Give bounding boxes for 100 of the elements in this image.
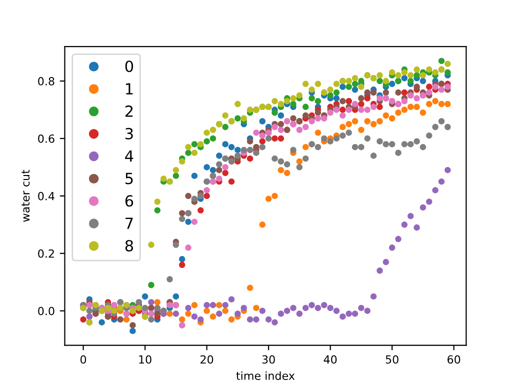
point [185,144,192,150]
legend-label: 1 [126,83,133,94]
point [148,316,154,323]
y-axis-title: water cut [22,170,30,222]
point [420,110,426,116]
point [333,106,340,113]
point [420,204,426,211]
point [154,299,160,306]
point [204,192,210,200]
y-tick-label: 0.8 [38,77,54,86]
point [382,78,390,84]
point [444,69,451,76]
point [253,144,260,150]
point [346,121,352,128]
point [420,78,426,84]
point [284,98,290,104]
point [222,308,228,314]
x-tick-label: 20 [200,355,214,364]
point [296,164,303,170]
point [185,244,192,251]
y-tick-label: 0.0 [38,306,54,316]
point [296,310,303,317]
point [358,144,364,150]
point [414,138,420,144]
point [370,89,377,96]
x-axis-title: time index [236,371,295,380]
point [401,75,408,82]
point [290,304,296,312]
point [290,146,296,154]
point [222,141,228,148]
point [314,115,322,122]
point [358,78,364,84]
x-tick-label: 60 [448,355,460,364]
point [185,192,192,200]
point [222,112,228,119]
point [278,135,284,142]
point [228,296,235,302]
point [327,138,334,144]
point [376,104,383,110]
point [358,95,364,102]
point [240,115,247,122]
y-tick-label: 0.4 [38,192,54,200]
point [444,60,451,67]
legend-label: 0 [125,60,134,72]
point [340,112,346,119]
point [278,310,284,317]
point [246,138,254,144]
point [395,110,402,116]
point [265,135,272,142]
point [123,316,130,323]
x-tick-label: 40 [324,355,337,364]
point [234,100,241,108]
point [327,304,334,312]
point [340,132,346,139]
point [216,302,222,308]
point [321,302,328,308]
point [166,310,173,317]
point [216,152,222,159]
point [178,158,186,165]
legend-label: 7 [126,218,133,229]
point [340,124,346,130]
point [376,138,383,144]
point [216,161,222,168]
point [408,212,414,220]
point [259,138,266,144]
point [178,216,186,222]
point [388,80,396,88]
legend-label: 6 [125,195,134,207]
point [296,92,303,98]
point [222,164,228,170]
point [432,84,438,90]
legend-label: 8 [125,240,134,252]
point [272,110,278,116]
point [333,95,340,102]
point [346,130,352,136]
point [290,115,296,122]
point [172,310,180,317]
point [191,196,198,202]
point [346,84,352,90]
point [210,166,216,174]
point [185,310,192,317]
point [302,124,309,130]
point [401,69,408,76]
legend-label: 2 [125,105,133,117]
point [414,224,420,231]
point [333,80,340,88]
point [438,58,445,64]
point [426,100,432,108]
point [327,92,334,98]
point [178,316,186,323]
point [352,310,358,317]
point [246,284,254,291]
point [340,84,346,90]
point [302,104,309,110]
point [346,78,352,84]
point [340,106,346,113]
point [327,86,334,93]
point [222,302,228,308]
x-tick-label: 10 [139,355,152,364]
point [272,98,278,104]
